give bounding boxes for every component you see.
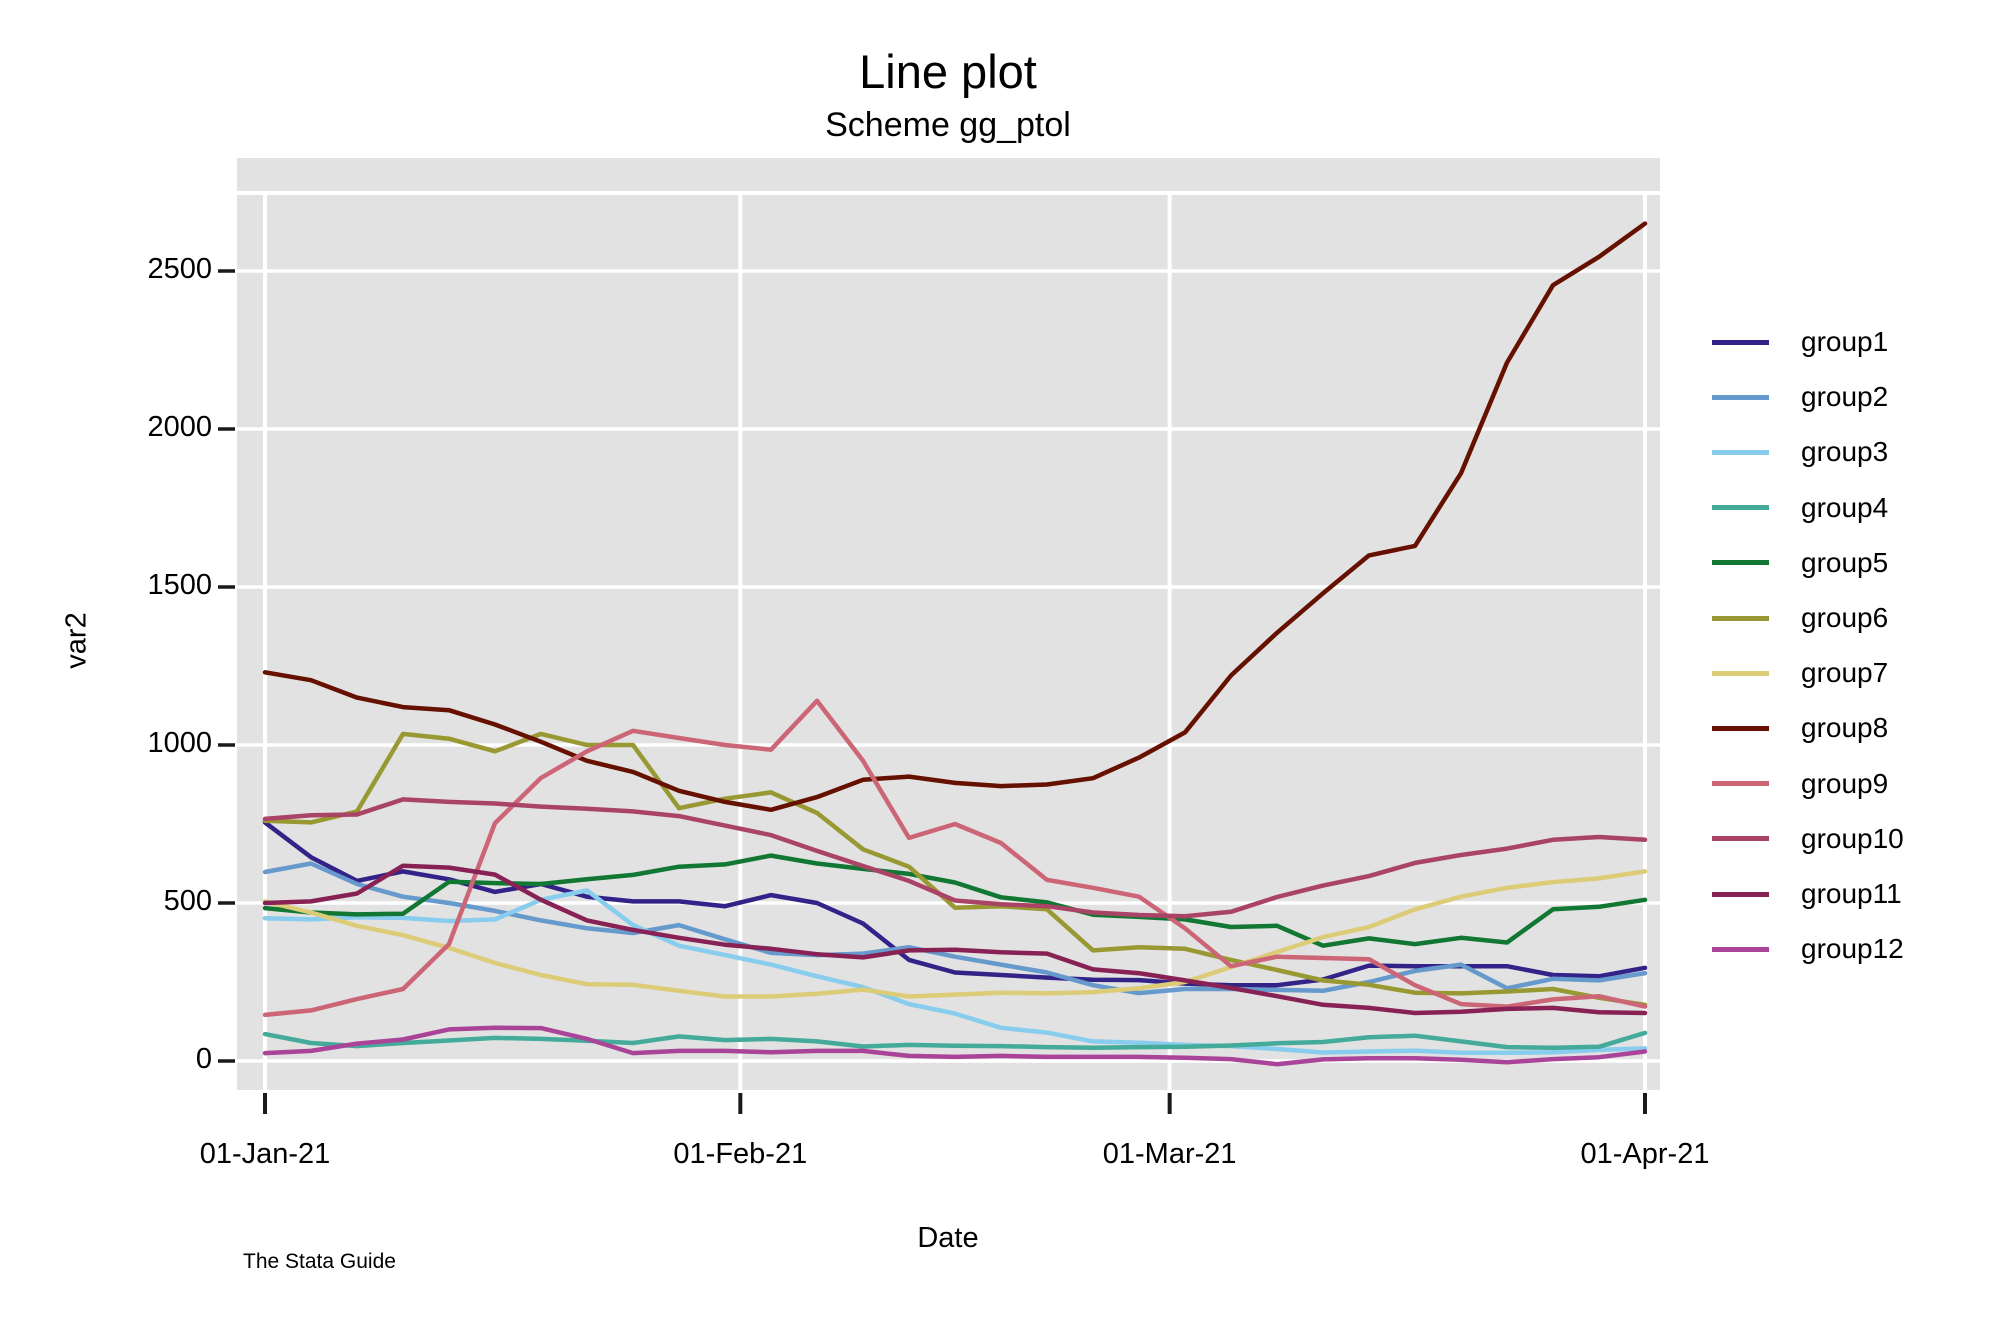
y-tick-label-2000: 2000 <box>147 411 212 443</box>
y-tick-label-0: 0 <box>195 1043 212 1075</box>
series-line-group7 <box>262 869 1648 999</box>
series-line-group10 <box>262 797 1648 919</box>
series-line-group3 <box>262 888 1648 1056</box>
x-tick-label-01-Feb-21: 01-Feb-21 <box>673 1138 808 1170</box>
legend-swatch-group7 <box>1712 670 1769 676</box>
legend-label-group3: group3 <box>1801 436 1889 468</box>
caption: The Stata Guide <box>243 1250 396 1273</box>
legend-label-group12: group12 <box>1801 933 1904 965</box>
y-tick-label-2500: 2500 <box>147 253 212 285</box>
legend-swatch-group8 <box>1712 725 1769 731</box>
series-line-group2 <box>262 861 1648 996</box>
legend-swatch-group6 <box>1712 615 1769 621</box>
legend-swatch-group10 <box>1712 836 1769 842</box>
series-line-group5 <box>262 853 1648 948</box>
series-line-group12 <box>262 1025 1648 1067</box>
x-tick-label-01-Mar-21: 01-Mar-21 <box>1102 1138 1237 1170</box>
y-tick-label-1000: 1000 <box>147 727 212 759</box>
y-tick-label-1500: 1500 <box>147 569 212 601</box>
legend-label-group2: group2 <box>1801 381 1889 413</box>
chart-subtitle: Scheme gg_ptol <box>825 106 1071 144</box>
x-tick-label-01-Apr-21: 01-Apr-21 <box>1580 1138 1710 1170</box>
legend-swatch-group4 <box>1712 505 1769 511</box>
legend-swatch-group9 <box>1712 781 1769 787</box>
legend-label-group1: group1 <box>1801 326 1889 357</box>
series-line-group8 <box>262 221 1648 813</box>
x-tick-label-01-Jan-21: 01-Jan-21 <box>199 1138 331 1170</box>
chart-title: Line plot <box>859 45 1037 98</box>
series-line-group4 <box>262 1030 1648 1050</box>
plot-background <box>237 158 1660 1090</box>
legend-label-group11: group11 <box>1801 878 1902 909</box>
y-tick-label-500: 500 <box>163 885 212 917</box>
legend-label-group9: group9 <box>1801 767 1889 799</box>
legend-swatch-group5 <box>1712 560 1769 566</box>
legend-swatch-group12 <box>1712 946 1769 952</box>
series-line-group1 <box>262 820 1648 988</box>
legend-label-group4: group4 <box>1801 491 1889 523</box>
legend-label-group6: group6 <box>1801 602 1889 633</box>
legend-label-group5: group5 <box>1801 546 1889 578</box>
legend-swatch-group11 <box>1712 891 1769 897</box>
legend-label-group7: group7 <box>1801 657 1889 689</box>
series-line-group6 <box>262 731 1648 1008</box>
legend-swatch-group1 <box>1712 339 1769 345</box>
legend-swatch-group2 <box>1712 394 1769 400</box>
series-line-group9 <box>262 698 1648 1018</box>
x-axis-title: Date <box>917 1222 979 1254</box>
series-line-group11 <box>262 863 1648 1016</box>
legend-swatch-group3 <box>1712 449 1769 455</box>
legend-label-group8: group8 <box>1801 712 1889 744</box>
y-axis-title: var2 <box>60 612 93 669</box>
legend-label-group10: group10 <box>1801 822 1904 854</box>
